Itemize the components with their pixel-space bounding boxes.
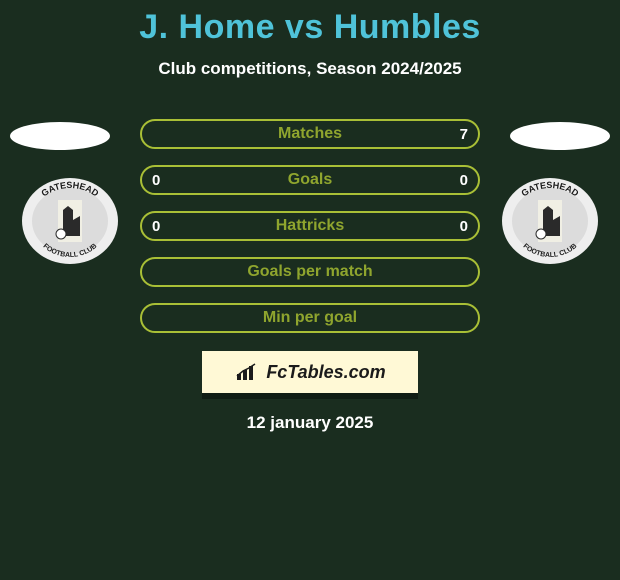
page-title: J. Home vs Humbles: [0, 0, 620, 47]
watermark: FcTables.com: [202, 351, 418, 393]
stat-row-goals-per-match: Goals per match: [140, 257, 480, 287]
stat-label: Min per goal: [263, 309, 357, 327]
stat-label: Goals per match: [247, 263, 372, 281]
player-photo-right: [510, 122, 610, 150]
bar-chart-icon: [234, 362, 260, 382]
stat-left-value: 0: [152, 172, 160, 189]
stat-right-value: 0: [460, 218, 468, 235]
stat-row-matches: Matches 7: [140, 119, 480, 149]
stat-right-value: 0: [460, 172, 468, 189]
stat-row-min-per-goal: Min per goal: [140, 303, 480, 333]
club-badge-right: GATESHEAD FOOTBALL CLUB: [500, 176, 600, 266]
stat-row-goals: 0 Goals 0: [140, 165, 480, 195]
stats-table: Matches 7 0 Goals 0 0 Hattricks 0 Goals …: [140, 119, 480, 333]
stat-right-value: 7: [460, 126, 468, 143]
stat-row-hattricks: 0 Hattricks 0: [140, 211, 480, 241]
player-photo-left: [10, 122, 110, 150]
gateshead-badge-icon: GATESHEAD FOOTBALL CLUB: [500, 176, 600, 266]
page-subtitle: Club competitions, Season 2024/2025: [0, 59, 620, 79]
club-badge-left: GATESHEAD FOOTBALL CLUB: [20, 176, 120, 266]
watermark-shadow: [202, 393, 418, 399]
gateshead-badge-icon: GATESHEAD FOOTBALL CLUB: [20, 176, 120, 266]
stat-left-value: 0: [152, 218, 160, 235]
watermark-text: FcTables.com: [266, 362, 385, 383]
stat-label: Goals: [288, 171, 332, 189]
stat-label: Hattricks: [276, 217, 344, 235]
date-label: 12 january 2025: [0, 413, 620, 433]
stat-label: Matches: [278, 125, 342, 143]
